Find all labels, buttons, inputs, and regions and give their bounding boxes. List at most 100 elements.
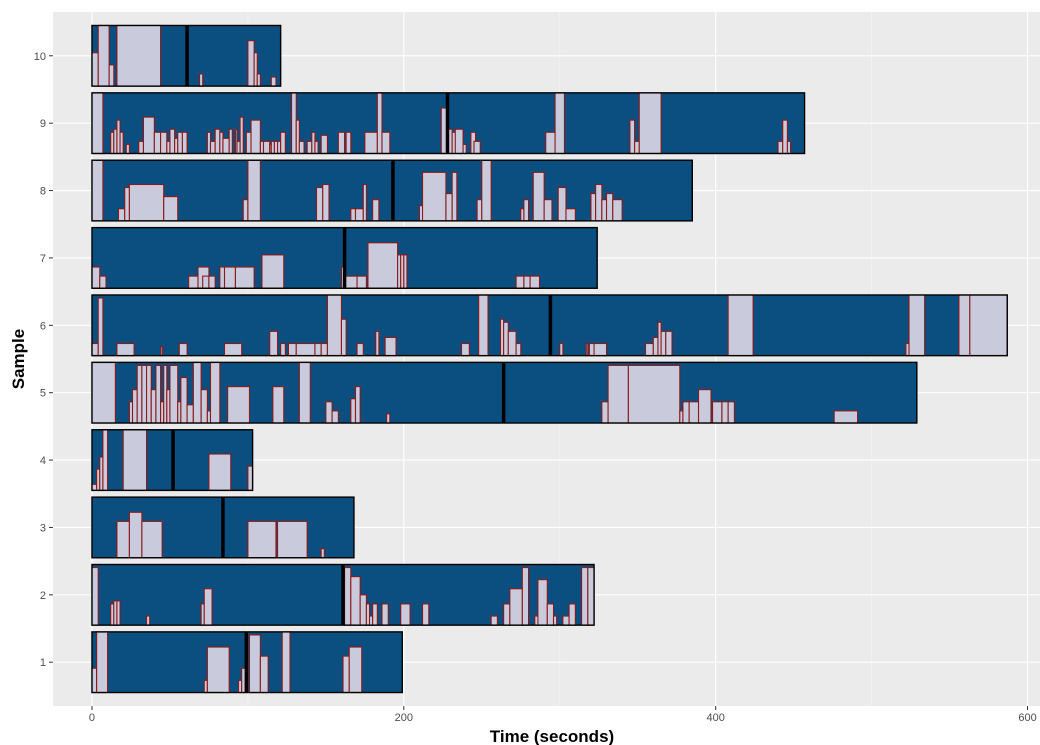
event-box — [523, 199, 530, 222]
sample-track-4 — [91, 429, 254, 492]
event-box — [116, 520, 130, 559]
event-box — [298, 140, 305, 155]
sample-bar-outline — [91, 563, 595, 626]
event-box — [712, 401, 723, 424]
event-box — [320, 342, 328, 357]
event-box — [381, 603, 389, 626]
bars-layer — [91, 24, 1008, 694]
event-box — [605, 193, 614, 222]
event-box — [155, 364, 162, 424]
event-box — [269, 330, 279, 357]
sample-track-3 — [91, 496, 355, 559]
event-box — [386, 413, 391, 424]
event-box — [481, 159, 492, 222]
event-box — [91, 566, 99, 626]
event-box — [116, 600, 121, 626]
event-box — [833, 410, 859, 424]
event-box — [108, 64, 115, 87]
event-box — [272, 386, 285, 424]
event-box — [141, 520, 163, 559]
y-tick-label: 10 — [34, 51, 46, 63]
event-box — [638, 92, 662, 155]
x-tick-label: 400 — [706, 712, 724, 724]
event-box — [138, 140, 144, 155]
event-box — [160, 345, 163, 357]
event-box — [337, 131, 346, 155]
event-box — [557, 186, 567, 222]
event-box — [247, 465, 254, 491]
y-tick-label: 2 — [40, 590, 46, 602]
event-box — [291, 92, 297, 155]
event-box — [473, 140, 481, 155]
event-box — [256, 73, 261, 87]
event-box — [320, 134, 328, 155]
event-box — [372, 199, 380, 222]
event-box — [545, 131, 556, 155]
sample-track-1 — [91, 631, 403, 694]
event-box — [364, 131, 378, 155]
event-box — [601, 199, 608, 222]
event-box — [117, 208, 126, 222]
event-box — [270, 76, 277, 87]
event-box — [209, 140, 216, 155]
event-box — [565, 208, 576, 222]
event-box — [590, 193, 597, 222]
event-box — [280, 131, 286, 155]
event-box — [381, 131, 391, 155]
event-box — [554, 92, 565, 155]
event-box — [91, 342, 99, 357]
event-box — [181, 131, 188, 155]
event-box — [116, 342, 135, 357]
event-box — [315, 186, 324, 222]
event-box — [568, 603, 576, 626]
event-box — [102, 429, 109, 491]
event-box — [350, 398, 357, 424]
event-box — [314, 140, 319, 155]
sample-bar-outline — [91, 496, 355, 559]
event-box — [782, 119, 788, 155]
event-box — [490, 615, 498, 626]
event-box — [91, 667, 98, 694]
event-box — [242, 199, 249, 222]
event-box — [234, 266, 255, 289]
sample-bar-outline — [91, 24, 282, 87]
event-box — [362, 183, 367, 222]
event-box — [476, 199, 483, 222]
event-box — [248, 634, 261, 694]
event-box — [727, 294, 754, 357]
event-box — [400, 603, 411, 626]
event-box — [281, 631, 291, 694]
event-box — [223, 342, 243, 357]
event-box — [786, 140, 792, 155]
x-tick-label: 600 — [1018, 712, 1036, 724]
y-axis-title: Sample — [9, 329, 28, 389]
event-box — [287, 342, 297, 357]
y-axis: 1 2 3 4 5 6 7 8 9 10 — [34, 51, 53, 669]
event-box — [331, 410, 339, 424]
event-box — [245, 131, 252, 155]
event-box — [142, 116, 155, 155]
y-tick-label: 9 — [40, 118, 46, 130]
event-box — [146, 364, 152, 424]
event-box — [384, 336, 397, 357]
event-box — [543, 199, 553, 222]
event-box — [507, 330, 517, 357]
event-box — [515, 342, 522, 357]
event-box — [376, 92, 383, 155]
sample-bar-outline — [91, 361, 918, 424]
event-box — [223, 266, 236, 289]
event-box — [314, 342, 322, 357]
event-box — [202, 275, 210, 289]
event-box — [247, 40, 255, 87]
y-tick-label: 8 — [40, 186, 46, 198]
event-box — [124, 186, 130, 222]
event-box — [350, 576, 361, 626]
event-box — [247, 159, 261, 222]
sample-track-10 — [91, 24, 282, 87]
event-box — [585, 342, 589, 357]
event-box — [326, 294, 343, 357]
sample-track-6 — [91, 294, 1008, 357]
event-box — [612, 199, 623, 222]
event-box — [421, 171, 447, 222]
event-box — [306, 140, 313, 155]
